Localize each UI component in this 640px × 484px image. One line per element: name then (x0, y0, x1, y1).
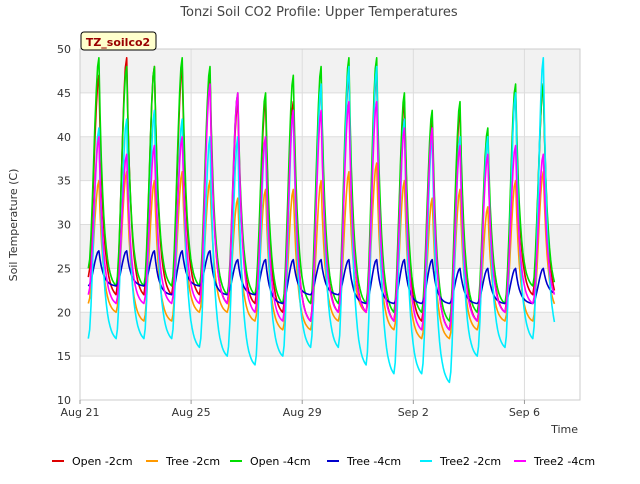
x-tick-label: Sep 6 (509, 406, 540, 419)
x-tick-label: Aug 21 (61, 406, 100, 419)
legend-label: Tree -4cm (346, 455, 401, 468)
background-band (80, 180, 580, 225)
series-line-tree-2cm (87, 162, 556, 340)
legend-label: Open -2cm (72, 455, 133, 468)
background-band (80, 92, 580, 137)
y-tick-label: 10 (57, 394, 71, 407)
site-label-box: TZ_soilco2 (80, 31, 157, 51)
y-axis: 10 15 20 25 30 35 40 45 50 (57, 43, 71, 407)
y-tick-label: 40 (57, 131, 71, 144)
y-tick-label: 45 (57, 87, 71, 100)
series-line-tree-4cm (87, 250, 555, 305)
x-axis: Aug 21 Aug 25 Aug 29 Sep 2 Sep 6 (61, 400, 540, 419)
y-tick-label: 20 (57, 306, 71, 319)
x-tick-label: Sep 2 (398, 406, 429, 419)
series-line-tree2-4cm (87, 83, 556, 331)
legend-label: Tree -2cm (165, 455, 220, 468)
legend-label: Tree2 -4cm (533, 455, 595, 468)
background-band (80, 356, 580, 400)
site-label: TZ_soilco2 (86, 36, 150, 49)
legend: Open -2cm Tree -2cm Open -4cm Tree -4cm Tree… (52, 455, 595, 468)
y-tick-label: 30 (57, 219, 71, 232)
y-tick-label: 50 (57, 43, 71, 56)
data-series (87, 57, 556, 384)
y-axis-label: Soil Temperature (C) (7, 169, 20, 282)
legend-label: Tree2 -2cm (439, 455, 501, 468)
background-band (80, 49, 580, 93)
x-tick-label: Aug 29 (283, 406, 322, 419)
y-tick-label: 15 (57, 350, 71, 363)
background-band (80, 136, 580, 181)
legend-label: Open -4cm (250, 455, 311, 468)
y-tick-label: 25 (57, 262, 71, 275)
x-tick-label: Aug 25 (172, 406, 211, 419)
plot-frame (79, 48, 581, 401)
x-axis-label: Time (550, 423, 578, 436)
y-tick-label: 35 (57, 175, 71, 188)
chart-title: Tonzi Soil CO2 Profile: Upper Temperatur… (179, 5, 458, 20)
